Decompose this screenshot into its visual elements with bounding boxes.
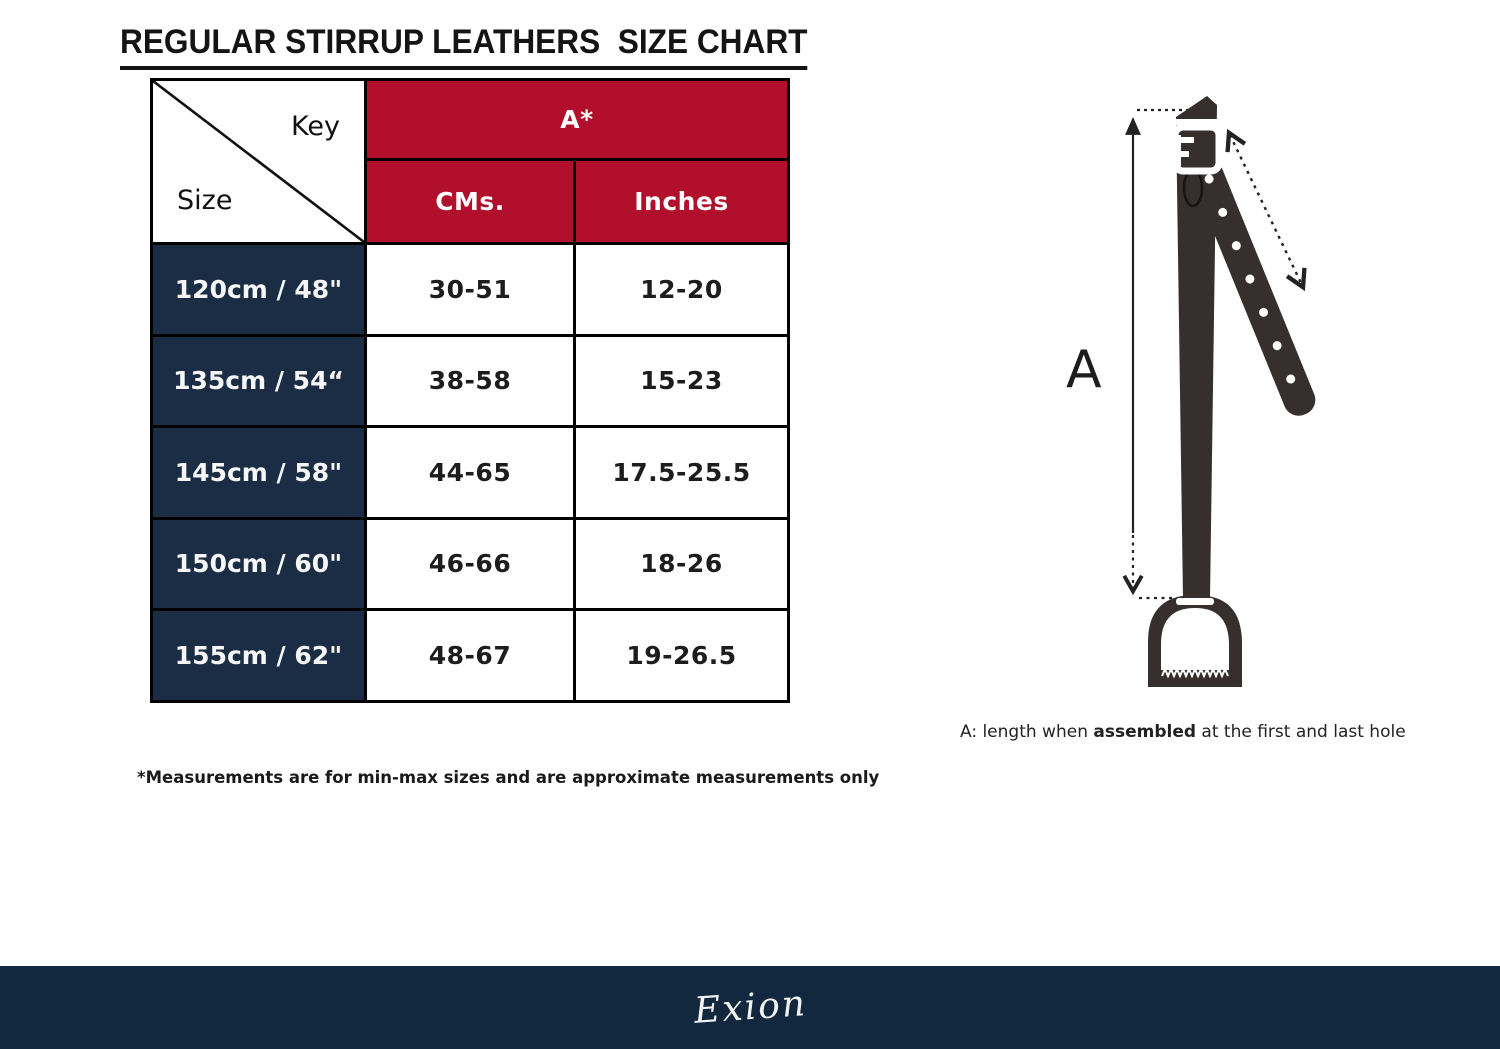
size-cell: 135cm / 54“ bbox=[153, 336, 364, 425]
strap-hole bbox=[1286, 374, 1296, 384]
corner-key-label: Key bbox=[291, 111, 340, 142]
inches-cell: 18-26 bbox=[576, 519, 787, 608]
inches-cell: 17.5-25.5 bbox=[576, 428, 787, 517]
strap-hole bbox=[1218, 207, 1228, 217]
buckle-prong bbox=[1174, 151, 1189, 157]
stirrup-leather-illustration: A bbox=[960, 85, 1400, 715]
dimension-a-label: A bbox=[1066, 340, 1102, 400]
brand-logo: Exion bbox=[692, 983, 808, 1032]
corner-header-cell: Key Size bbox=[153, 81, 364, 242]
stirrup-leather-drawing bbox=[1122, 96, 1316, 687]
stirrup-slot bbox=[1176, 598, 1214, 605]
cms-cell: 48-67 bbox=[367, 611, 573, 700]
caption-suffix: at the first and last hole bbox=[1196, 722, 1406, 742]
buckle-prong bbox=[1174, 137, 1194, 143]
cms-cell: 30-51 bbox=[367, 245, 573, 334]
dimension-a-caption: A: length when assembled at the first an… bbox=[960, 722, 1406, 742]
strap-hole bbox=[1272, 341, 1282, 351]
stirrup-tread-serration bbox=[1161, 666, 1229, 679]
column-header-inches: Inches bbox=[576, 161, 787, 242]
cms-cell: 38-58 bbox=[367, 336, 573, 425]
cms-cell: 46-66 bbox=[367, 519, 573, 608]
caption-bold: assembled bbox=[1093, 722, 1197, 742]
stirrup-iron bbox=[1148, 595, 1242, 687]
cms-cell: 44-65 bbox=[367, 428, 573, 517]
strap-hole bbox=[1204, 174, 1214, 184]
diagonal-divider bbox=[153, 81, 364, 242]
size-chart-table: Key Size A* CMs. Inches 120cm / 48" 30-5… bbox=[150, 78, 790, 703]
inches-cell: 12-20 bbox=[576, 245, 787, 334]
caption-prefix: A: length when bbox=[960, 722, 1094, 742]
corner-size-label: Size bbox=[177, 185, 233, 216]
measurements-footnote: *Measurements are for min-max sizes and … bbox=[137, 767, 880, 787]
group-header-a: A* bbox=[367, 81, 787, 158]
footer-bar: Exion bbox=[0, 966, 1500, 1049]
size-cell: 145cm / 58" bbox=[153, 428, 364, 517]
size-cell: 155cm / 62" bbox=[153, 611, 364, 700]
stirrup-leather-strap bbox=[1176, 96, 1217, 598]
diagonal-measure-arrow bbox=[1225, 128, 1307, 292]
strap-hole bbox=[1259, 307, 1269, 317]
size-cell: 120cm / 48" bbox=[153, 245, 364, 334]
inches-cell: 19-26.5 bbox=[576, 611, 787, 700]
inches-cell: 15-23 bbox=[576, 336, 787, 425]
column-header-cms: CMs. bbox=[367, 161, 573, 242]
page-title: REGULAR STIRRUP LEATHERS SIZE CHART bbox=[120, 24, 808, 71]
size-cell: 150cm / 60" bbox=[153, 519, 364, 608]
